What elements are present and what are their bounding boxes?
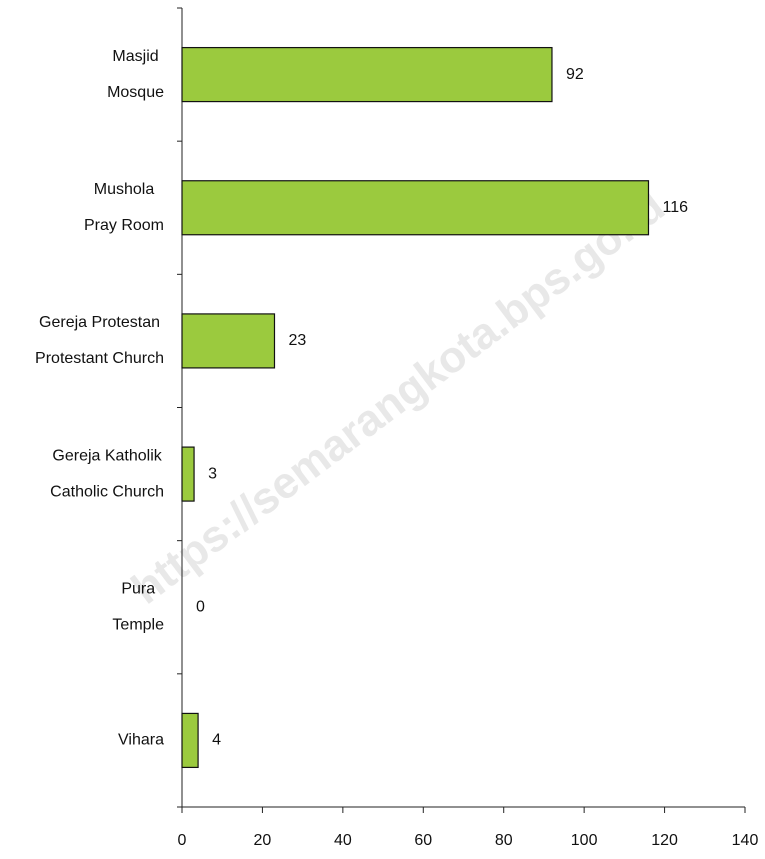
x-tick-label: 140	[732, 832, 759, 849]
value-label: 0	[196, 598, 205, 615]
value-label: 4	[212, 732, 221, 749]
y-tick-label: Temple	[112, 616, 164, 633]
watermark: https://semarangkota.bps.go.id	[123, 182, 674, 614]
x-tick-label: 40	[334, 832, 352, 849]
y-tick-label: Protestant Church	[35, 350, 164, 367]
x-tick-label: 20	[254, 832, 272, 849]
y-tick-label: Vihara	[118, 732, 164, 749]
category-label: Masjid Mosque	[107, 48, 164, 101]
category-label: Vihara	[118, 732, 164, 749]
y-tick-label: Pray Room	[84, 217, 164, 234]
y-tick-label: Pura	[121, 580, 155, 597]
value-label: 3	[208, 465, 217, 482]
bar	[181, 313, 276, 369]
value-label: 23	[288, 332, 306, 349]
y-tick-label: Masjid	[112, 48, 158, 65]
y-tick-label: Mosque	[107, 84, 164, 101]
y-tick-label: Gereja Katholik	[52, 447, 162, 464]
value-label: 92	[566, 66, 584, 83]
y-tick-label: Gereja Protestan	[39, 314, 160, 331]
category-label: Pura Temple	[112, 580, 164, 633]
x-tick-label: 120	[651, 832, 678, 849]
bar	[181, 712, 199, 769]
x-tick-label: 60	[414, 832, 432, 849]
category-label: Mushola Pray Room	[84, 181, 164, 234]
category-label: Gereja Protestan Protestant Church	[35, 314, 164, 367]
x-tick-label: 100	[571, 832, 598, 849]
y-tick-label: Mushola	[94, 181, 155, 198]
bar	[181, 180, 650, 236]
value-label: 116	[662, 199, 688, 216]
x-tick-label: 0	[178, 832, 187, 849]
y-tick-label: Catholic Church	[50, 483, 164, 500]
category-label: Gereja Katholik Catholic Church	[50, 447, 164, 500]
bar	[181, 46, 553, 103]
bar	[181, 446, 195, 502]
x-tick-label: 80	[495, 832, 513, 849]
